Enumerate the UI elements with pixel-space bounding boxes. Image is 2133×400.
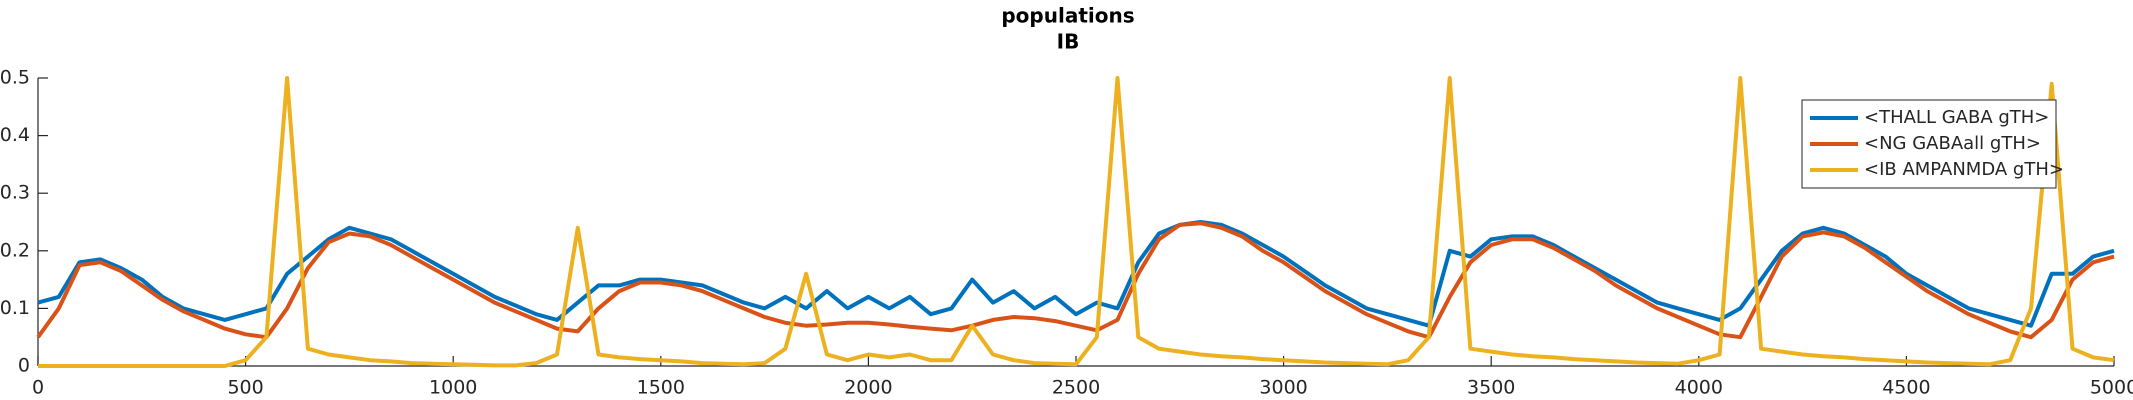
x-tick-label: 2000	[844, 377, 892, 399]
y-tick-label: 0.4	[0, 124, 30, 146]
x-tick-label: 5000	[2090, 377, 2133, 399]
y-tick-label: 0.3	[0, 182, 30, 204]
y-tick-label: 0.2	[0, 239, 30, 261]
x-tick-label: 4500	[1882, 377, 1930, 399]
x-tick-label: 500	[227, 377, 263, 399]
y-tick-label: 0	[18, 355, 30, 377]
x-tick-label: 4000	[1675, 377, 1723, 399]
series-line	[38, 76, 2115, 368]
y-tick-label: 0.1	[0, 297, 30, 319]
x-tick-label: 3500	[1467, 377, 1515, 399]
legend: <THALL GABA gTH> <NG GABAall gTH> <IB AMPA…	[1801, 99, 2064, 189]
x-tick-label: 1000	[429, 377, 477, 399]
series-line	[36, 221, 2115, 340]
chart-title: populations	[1001, 4, 1134, 28]
series-line	[37, 220, 2115, 328]
legend-label: <THALL GABA gTH>	[1864, 107, 2049, 128]
legend-label: <IB AMPANMDA gTH>	[1864, 159, 2064, 180]
x-tick-label: 0	[32, 377, 44, 399]
chart-subtitle: IB	[1057, 30, 1080, 54]
legend-label: <NG GABAall gTH>	[1864, 133, 2041, 154]
x-tick-label: 3000	[1259, 377, 1307, 399]
x-tick-label: 2500	[1052, 377, 1100, 399]
x-tick-label: 1500	[637, 377, 685, 399]
y-tick-label: 0.5	[0, 67, 30, 89]
